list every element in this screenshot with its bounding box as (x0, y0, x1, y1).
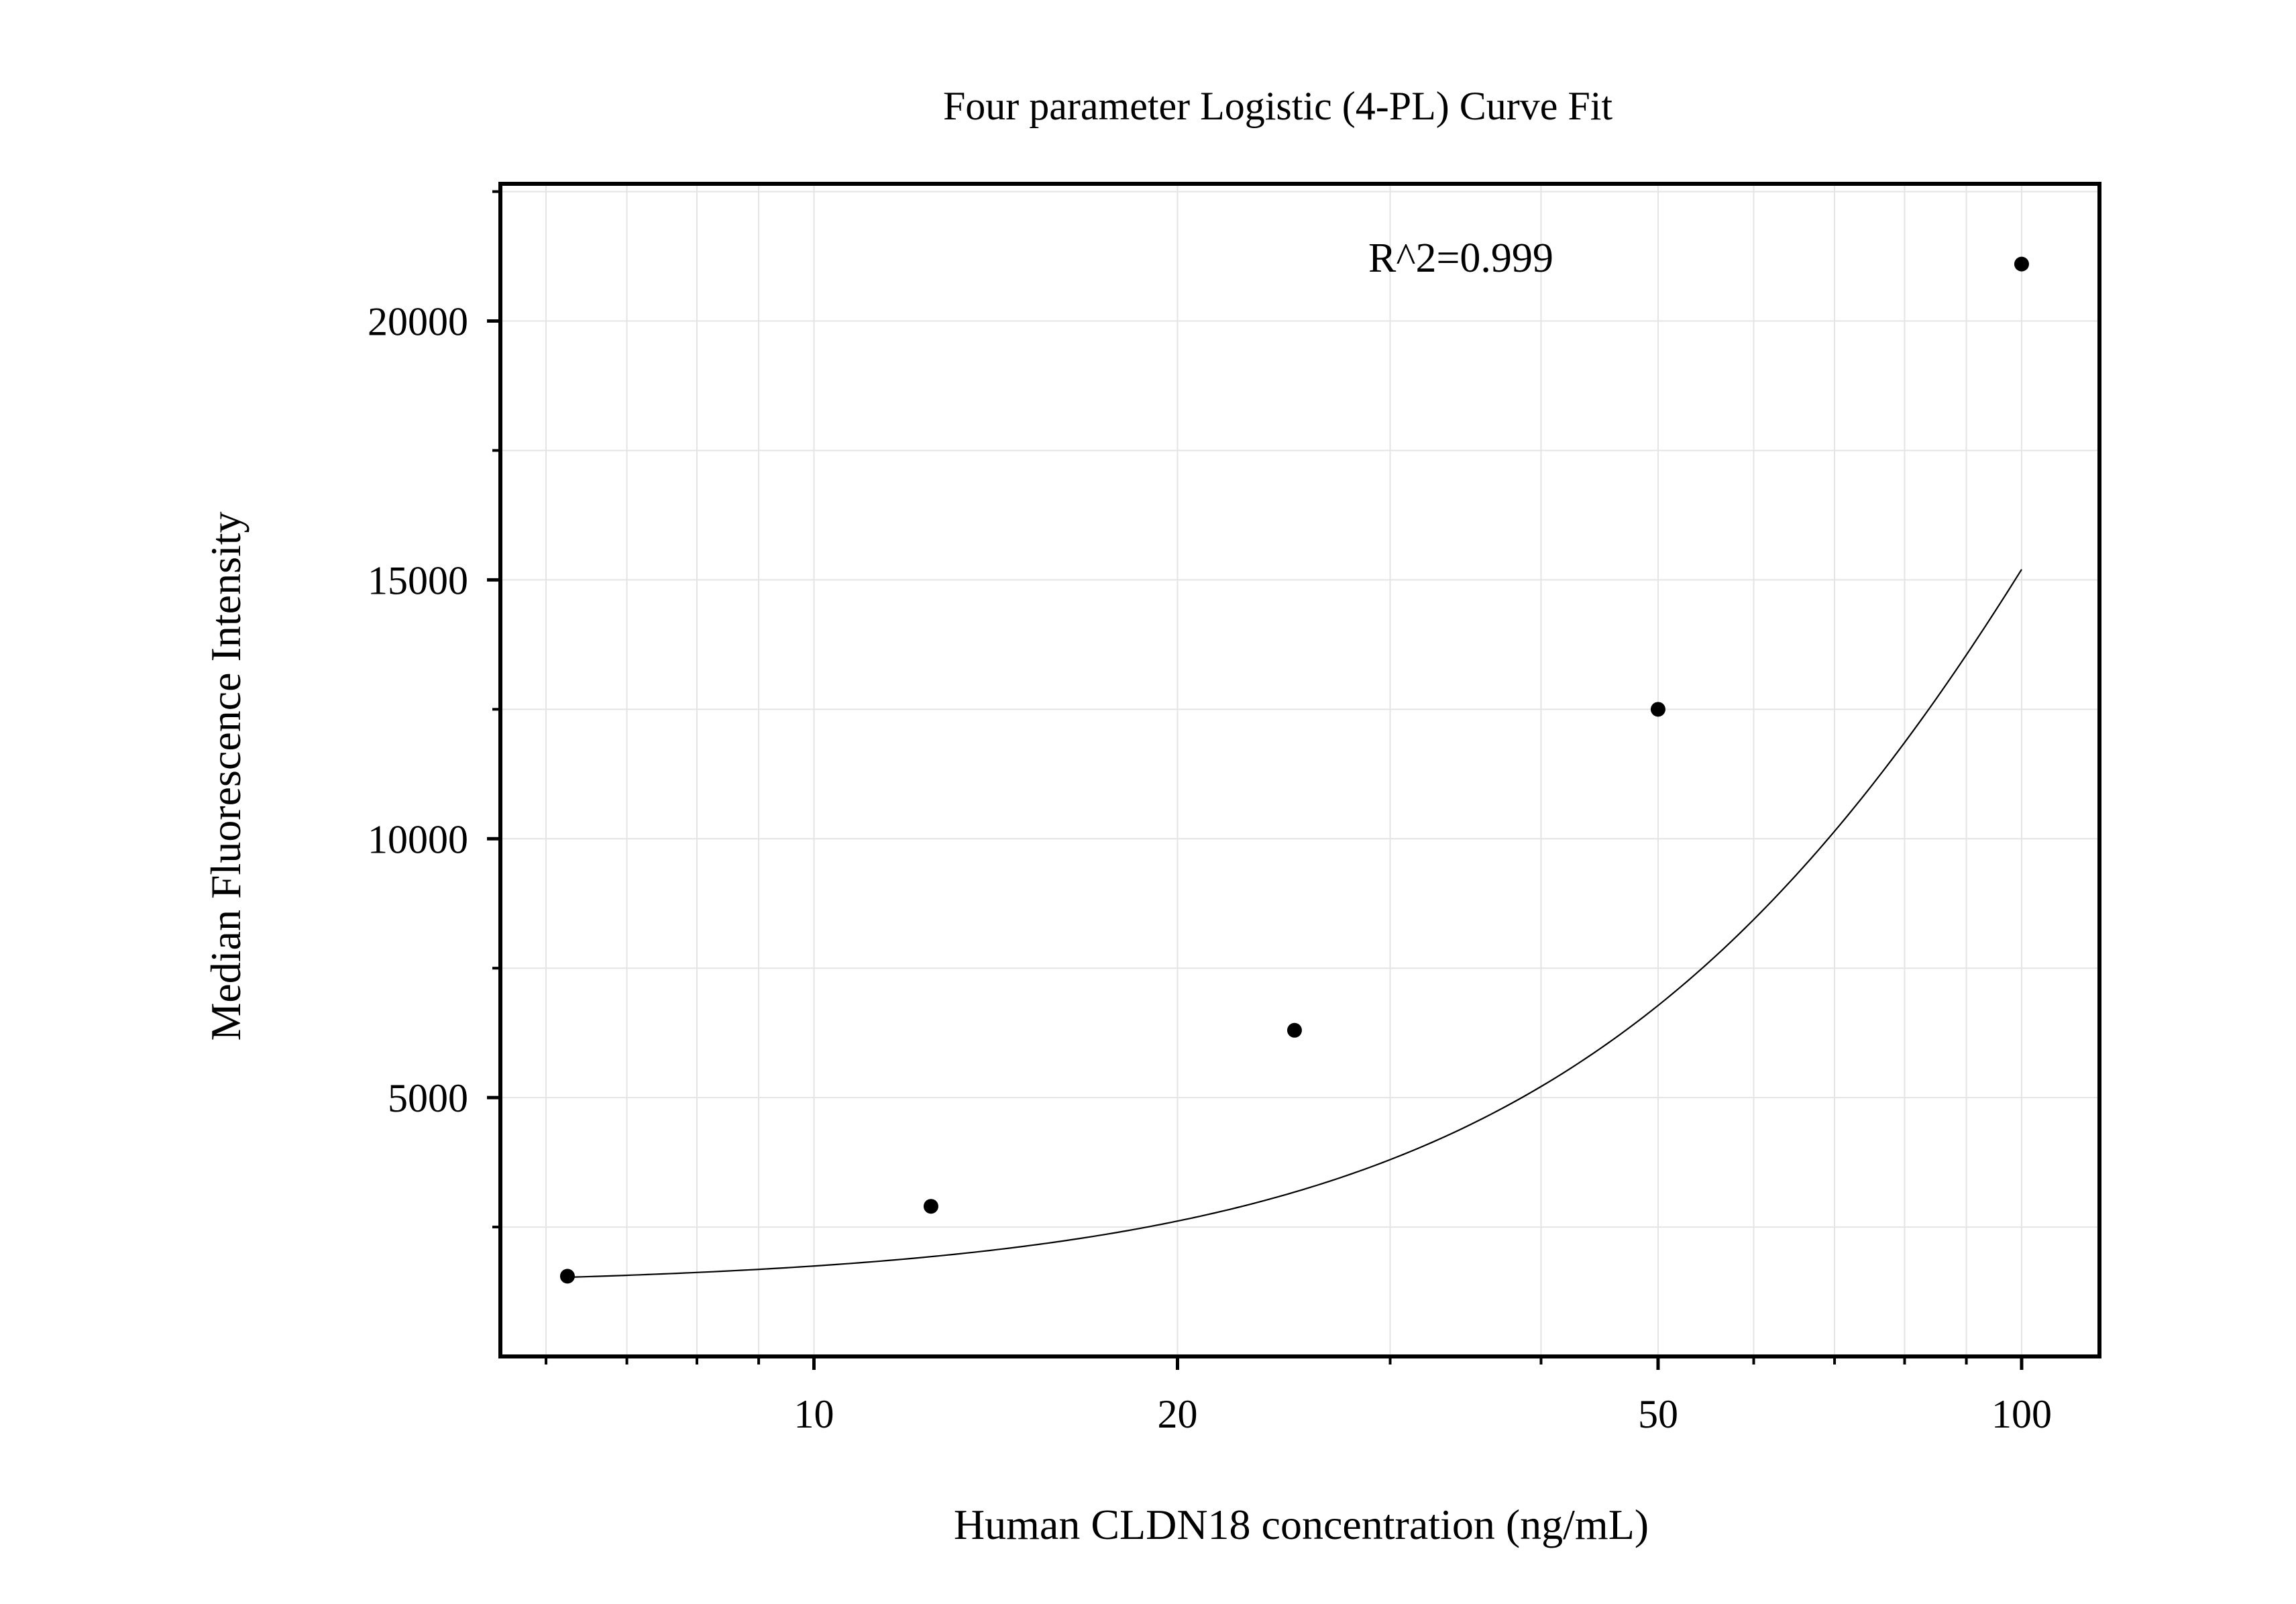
data-point (1287, 1022, 1302, 1038)
plot-frame (498, 182, 2101, 1358)
data-points (559, 256, 2029, 1284)
x-tick-label: 100 (1991, 1392, 2052, 1436)
y-tick-label: 5000 (388, 1076, 468, 1120)
x-tick-label: 20 (1157, 1392, 1197, 1436)
data-point (1650, 702, 1665, 717)
y-axis-label: Median Fluorescence Intensity (202, 511, 250, 1040)
data-point (923, 1199, 938, 1214)
x-tick-label: 50 (1638, 1392, 1678, 1436)
y-axis-tick-labels: 5000 10000 15000 20000 (368, 300, 468, 1121)
r-squared-annotation: R^2=0.999 (1368, 235, 1553, 281)
x-axis-tick-labels: 10 20 50 100 (794, 1392, 2051, 1436)
x-tick-label: 10 (794, 1392, 834, 1436)
fit-curve (567, 569, 2022, 1279)
grid (500, 184, 2099, 1356)
y-tick-label: 10000 (368, 817, 468, 861)
y-tick-label: 20000 (368, 300, 468, 344)
data-point (2014, 256, 2029, 272)
axis-ticks (487, 190, 2024, 1370)
data-point (559, 1269, 575, 1284)
y-tick-label: 15000 (368, 558, 468, 602)
x-axis-label: Human CLDN18 concentration (ng/mL) (954, 1501, 1649, 1548)
chart-title: Four parameter Logistic (4-PL) Curve Fit (943, 84, 1612, 128)
